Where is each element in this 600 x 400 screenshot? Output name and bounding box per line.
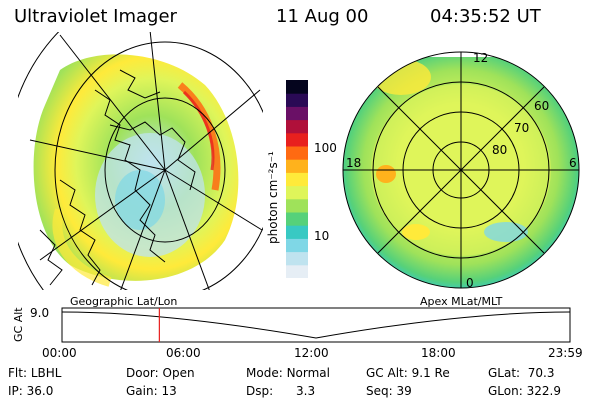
colorbar-stripe [286, 251, 308, 266]
xtick-0000: 00:00 [42, 346, 77, 360]
colorbar-stripe [286, 106, 308, 121]
altitude-ytick: 9.0 [30, 306, 49, 320]
emission-spot [376, 165, 396, 183]
apex-aurora-image: 12 18 6 0 60 70 80 [342, 51, 580, 290]
xtick-1200: 12:00 [294, 346, 329, 360]
observation-time: 04:35:52 UT [430, 6, 541, 27]
colorbar-stripe [286, 264, 308, 279]
geographic-aurora-image [18, 32, 263, 290]
colorbar-stripe [286, 80, 308, 94]
colorbar-stripe [286, 185, 308, 200]
mlat-label-70: 70 [514, 121, 529, 135]
mlt-label-left: 18 [346, 156, 361, 170]
colorbar-stripe [286, 172, 308, 187]
door-status: Door: Open [126, 366, 195, 380]
gc-altitude-status: GC Alt: 9.1 Re [366, 366, 450, 380]
mlt-label-top: 12 [473, 51, 488, 65]
glat-status: GLat: 70.3 [488, 366, 555, 380]
colorbar-stripe [286, 119, 308, 134]
colorbar-stripe [286, 132, 308, 147]
altitude-timeline: GC Alt 9.0 [12, 306, 571, 343]
apex-caption: Apex MLat/MLT [420, 295, 503, 308]
mlt-label-right: 6 [569, 156, 577, 170]
filter-status: Flt: LBHL [8, 366, 62, 380]
mlat-label-60: 60 [534, 99, 549, 113]
dsp-status: Dsp: 3.3 [246, 384, 316, 398]
altitude-frame [61, 307, 571, 343]
observation-date: 11 Aug 00 [276, 6, 369, 27]
colorbar-stripe [286, 198, 308, 213]
altitude-curve [61, 311, 571, 339]
colorbar-stripe [286, 225, 308, 239]
mlt-label-bottom: 0 [466, 276, 474, 290]
geographic-caption: Geographic Lat/Lon [70, 295, 178, 308]
glon-status: GLon: 322.9 [488, 384, 561, 398]
colorbar-stripe [286, 212, 308, 226]
xtick-0600: 06:00 [166, 346, 201, 360]
ip-status: IP: 36.0 [8, 384, 54, 398]
altitude-ylabel: GC Alt [12, 307, 25, 342]
mode-status: Mode: Normal [246, 366, 330, 380]
svg-text:photon cm⁻²s⁻¹: photon cm⁻²s⁻¹ [266, 151, 280, 244]
colorbar [286, 80, 308, 279]
colorbar-stripe [286, 238, 308, 253]
colorbar-gradient [286, 80, 308, 279]
gain-status: Gain: 13 [126, 384, 177, 398]
xtick-1800: 18:00 [421, 346, 456, 360]
colorbar-stripe [286, 93, 308, 107]
colorbar-tick-100: 100 [314, 141, 337, 155]
xtick-2359: 23:59 [548, 346, 583, 360]
colorbar-tick-10: 10 [314, 229, 330, 243]
mlat-label-80: 80 [492, 143, 507, 157]
colorbar-stripe [286, 159, 308, 173]
sequence-status: Seq: 39 [366, 384, 412, 398]
colorbar-unit-label: photon cm⁻²s⁻¹ [266, 151, 280, 244]
instrument-title: Ultraviolet Imager [14, 6, 177, 27]
colorbar-stripe [286, 146, 308, 160]
